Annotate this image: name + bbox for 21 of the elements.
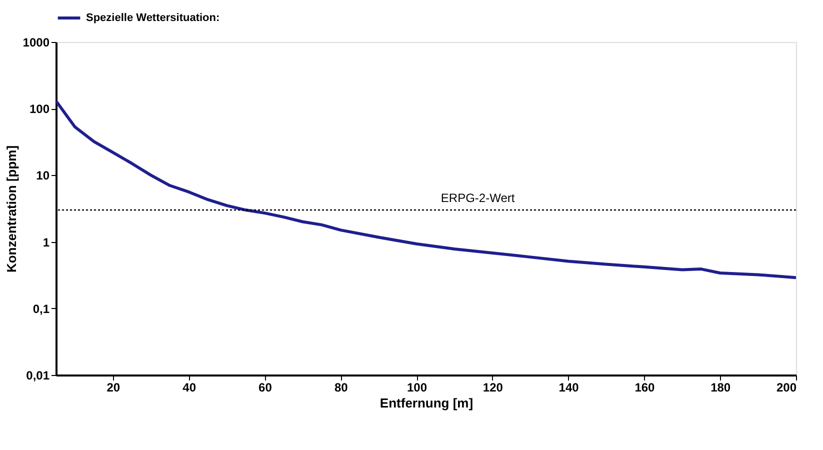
line-series [56, 100, 796, 280]
y-tick-label: 1000 [22, 36, 50, 50]
x-tick-label: 20 [106, 380, 120, 394]
x-tick-label: 80 [334, 380, 348, 394]
x-tick-label: 120 [482, 380, 504, 394]
legend-label: Spezielle Wettersituation: [86, 12, 220, 24]
ref-line-label: ERPG-2-Wert [440, 191, 516, 206]
x-tick-label: 100 [406, 380, 428, 394]
x-tick-label: 160 [634, 380, 656, 394]
x-tick-label: 60 [258, 380, 272, 394]
x-tick-label: 140 [558, 380, 580, 394]
y-tick-label: 100 [29, 102, 50, 116]
y-tick-label: 0,1 [32, 302, 50, 316]
x-tick-label: 40 [182, 380, 196, 394]
x-tick-label: 180 [710, 380, 731, 394]
x-axis-title: Entfernung [m] [380, 396, 474, 410]
y-axis-title: Konzentration [ppm] [4, 145, 19, 273]
y-tick-label: 1 [42, 235, 50, 250]
x-tick-label: 200 [776, 380, 797, 394]
y-tick-label: 10 [36, 168, 50, 183]
y-tick-label: 0,01 [26, 368, 50, 382]
